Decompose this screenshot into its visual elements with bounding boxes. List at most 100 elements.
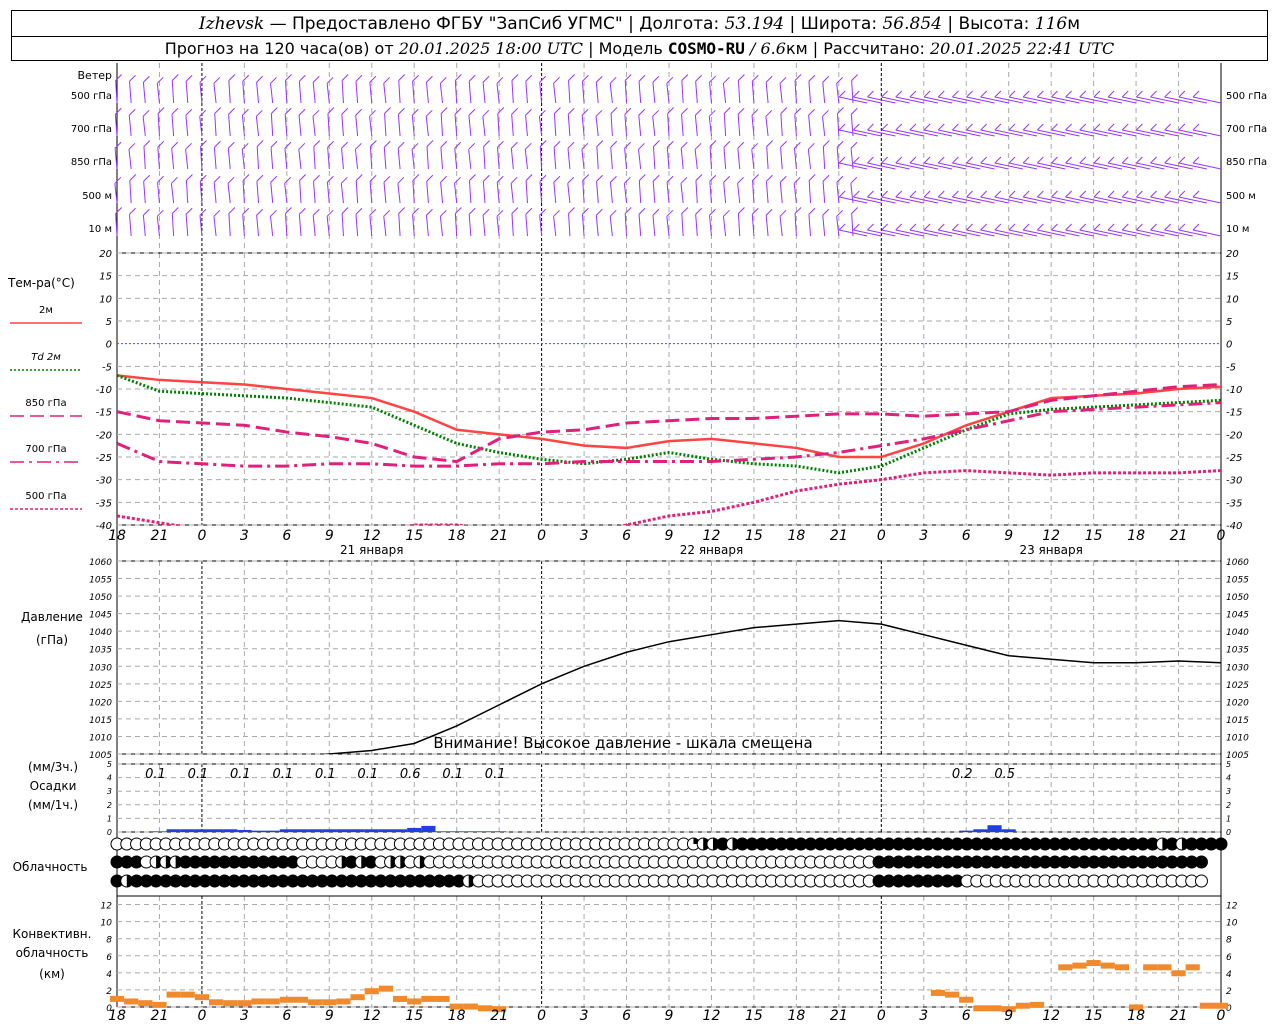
wind-barb-flag [1065, 90, 1072, 98]
temp-series-line [117, 382, 1221, 464]
wind-barb-flag [581, 142, 589, 150]
wind-barb [923, 162, 953, 170]
wind-barb-flag [567, 141, 575, 149]
wind-barb-flag [1192, 123, 1200, 131]
wind-barb-flag [256, 109, 263, 117]
wind-barb [1178, 129, 1207, 137]
hour-tick-label: 9 [1004, 528, 1013, 544]
temp-tick-label-right: -15 [1226, 408, 1242, 419]
wind-barb-flag [1051, 90, 1058, 98]
hour-tick-label: 6 [282, 528, 291, 544]
wind-barb-flag [994, 156, 1002, 164]
wind-barb [270, 113, 274, 137]
wind-barb [766, 146, 769, 170]
wind-barb [553, 182, 557, 204]
wind-barb-flag [808, 108, 815, 116]
precip-amount-label: 0.6 [400, 767, 421, 782]
wind-barb [1178, 162, 1207, 170]
wind-barb [994, 96, 1023, 104]
wind-barb [881, 96, 910, 104]
temp-legend-label: Td 2м [31, 352, 61, 363]
wind-barb-flag [384, 107, 391, 114]
conv-bar [350, 994, 365, 1001]
precip-unit-1h: (мм/1ч.) [28, 798, 78, 812]
precip-tick-label: 2 [107, 801, 112, 810]
wind-barb-flag [369, 208, 377, 216]
wind-barb-flag [765, 75, 773, 83]
wind-barb-flag [539, 140, 547, 147]
hour-tick-label: 0 [1217, 528, 1226, 544]
wind-barb [794, 114, 797, 137]
wind-barb [170, 183, 175, 204]
wind-barb [808, 81, 812, 104]
hour-tick-label: 12 [363, 528, 381, 544]
cloud-symbol [1194, 855, 1208, 869]
wind-barb-flag [270, 107, 278, 114]
wind-barb-flag [553, 140, 561, 148]
wind-barb [623, 183, 628, 204]
temp-tick-label: 10 [99, 294, 112, 305]
wind-barb-flag [1093, 190, 1101, 198]
hour-tick-label: 18 [108, 528, 126, 544]
hour-tick-label: 15 [405, 1008, 423, 1024]
wind-barb [808, 180, 812, 204]
wind-barb-flag [511, 207, 519, 214]
wind-barb-flag [284, 141, 292, 149]
wind-barb [794, 213, 797, 237]
wind-barb [867, 229, 896, 237]
wind-barb [966, 229, 995, 237]
precip-title: Осадки [30, 779, 77, 793]
wind-barb [652, 181, 656, 204]
hour-tick-label: 15 [745, 528, 763, 544]
wind-barb-flag [709, 174, 717, 182]
wind-barb [412, 180, 415, 204]
precip-unit-3h: (мм/3ч.) [28, 760, 78, 774]
wind-barb-flag [524, 142, 532, 150]
wind-barb [511, 114, 514, 137]
conv-bar [1029, 1001, 1045, 1008]
conv-bar [987, 1005, 1002, 1012]
wind-barb [355, 115, 359, 137]
wind-title: Ветер [78, 69, 112, 82]
wind-barb [1107, 96, 1137, 104]
wind-barb [923, 96, 953, 104]
wind-barb [142, 116, 146, 137]
wind-barb-flag [355, 174, 363, 181]
wind-barb [171, 148, 175, 170]
wind-barb [525, 115, 528, 137]
wind-barb-flag [966, 123, 973, 131]
wind-barb [822, 82, 826, 104]
wind-barb-flag [454, 207, 462, 214]
wind-barb [1122, 96, 1151, 104]
pressure-tick-label-right: 1040 [1226, 628, 1249, 638]
precip-bar [251, 830, 266, 832]
wind-barb-flag [1150, 223, 1157, 231]
wind-barb [610, 113, 613, 137]
wind-barb [538, 116, 543, 137]
temp-tick-label-right: 0 [1226, 340, 1232, 351]
wind-barb-flag [482, 109, 490, 117]
wind-barb-flag [1164, 90, 1172, 98]
wind-barb [525, 180, 528, 204]
wind-barb-flag [171, 207, 179, 214]
wind-barb-flag [355, 142, 362, 150]
wind-barb [909, 196, 939, 204]
conv-bar [265, 998, 280, 1005]
wind-barb [1164, 196, 1193, 204]
wind-barb [624, 80, 628, 104]
conv-bar [308, 999, 323, 1006]
wind-barb-flag [256, 174, 264, 182]
wind-barb [609, 182, 613, 204]
wind-barb-flag [779, 209, 787, 217]
wind-barb-flag [624, 107, 632, 115]
wind-barb [1093, 229, 1123, 237]
wind-barb-flag [213, 209, 221, 217]
wind-barb [1150, 229, 1179, 237]
wind-barb-flag [496, 76, 504, 84]
conv-bar [435, 995, 450, 1002]
conv-tick-label-right: 2 [1226, 987, 1232, 997]
wind-barb [596, 146, 599, 170]
latitude-value: 56.854 [882, 14, 942, 34]
hour-tick-label: 18 [1127, 1008, 1145, 1024]
precip-amount-label: 0.1 [230, 767, 251, 782]
